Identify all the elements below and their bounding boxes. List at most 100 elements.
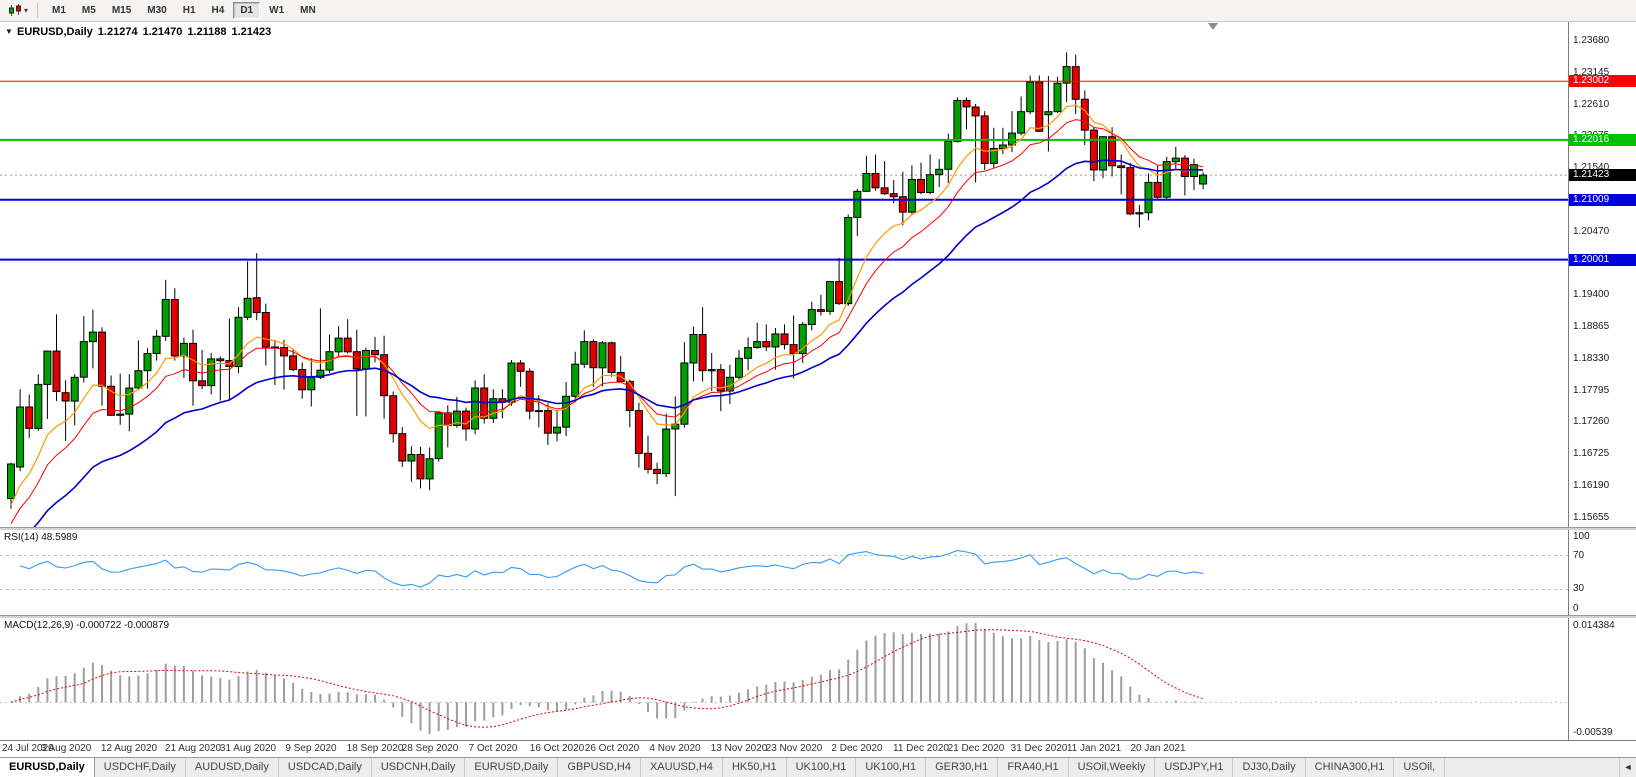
candle — [243, 297, 252, 318]
macd-plot[interactable] — [0, 618, 1568, 740]
chevron-down-icon: ▾ — [24, 6, 29, 15]
candle — [143, 353, 152, 372]
timeframe-button-m5[interactable]: M5 — [81, 5, 96, 16]
date-label: 23 Nov 2020 — [765, 743, 823, 754]
chart-tab[interactable]: GER30,H1 — [926, 758, 999, 777]
candle — [998, 144, 1007, 150]
chart-tab[interactable]: USDCAD,Daily — [279, 758, 372, 777]
timeframe-button-w1[interactable]: W1 — [269, 5, 285, 16]
candle — [452, 410, 461, 426]
candle — [735, 357, 743, 378]
timeframe-button-m1[interactable]: M1 — [52, 5, 66, 16]
candle — [525, 370, 534, 412]
tab-scroll-left-button[interactable]: ◄ — [1619, 758, 1636, 777]
rsi-panel: RSI(14) 48.5989 100 70 30 0 — [0, 530, 1636, 615]
candle — [25, 406, 34, 429]
candle — [553, 426, 561, 434]
price-axis[interactable]: 1.236801.231451.226101.220751.215401.210… — [1568, 22, 1636, 527]
price-tick: 1.19400 — [1573, 289, 1610, 300]
chart-tab[interactable]: USOil, — [1394, 758, 1446, 777]
candle — [16, 406, 25, 468]
candle — [971, 106, 980, 117]
chart-tab[interactable]: USDJPY,H1 — [1155, 758, 1234, 777]
timeframe-button-d1[interactable]: D1 — [233, 2, 261, 19]
chart-tab[interactable]: USDCNH,Daily — [372, 758, 466, 777]
price-chart-plot[interactable] — [0, 22, 1568, 527]
chart-tab[interactable]: CHINA300,H1 — [1306, 758, 1395, 777]
candle — [407, 454, 416, 462]
candle — [562, 395, 571, 428]
macd-axis[interactable]: 0.014384 -0.00539 — [1568, 618, 1636, 740]
ma-line-fast — [10, 104, 1204, 506]
candle — [771, 333, 780, 348]
chart-tab[interactable]: XAUUSD,H4 — [641, 758, 723, 777]
candle — [607, 342, 616, 373]
candle — [98, 331, 106, 387]
candle — [1180, 157, 1189, 178]
chart-tab[interactable]: EURUSD,Daily — [465, 758, 559, 777]
candle — [216, 358, 225, 362]
one-click-trading-toggle[interactable]: ▼ — [5, 27, 13, 36]
candle — [953, 99, 962, 142]
date-label: 11 Dec 2020 — [893, 743, 949, 754]
candle — [989, 148, 998, 164]
candle — [543, 410, 552, 434]
price-tick: 1.23680 — [1573, 35, 1610, 46]
rsi-plot[interactable] — [0, 530, 1568, 615]
candle — [698, 334, 707, 372]
chart-shift-marker[interactable] — [1208, 23, 1218, 30]
candle — [862, 173, 871, 192]
timeframe-button-h4[interactable]: H4 — [211, 5, 225, 16]
chart-tab[interactable]: HK50,H1 — [723, 758, 787, 777]
price-tag-support-lower: 1.20001 — [1569, 254, 1636, 266]
rsi-axis-label: 30 — [1573, 583, 1585, 594]
candle — [34, 383, 43, 429]
price-tag-resistance-lower: 1.22016 — [1569, 134, 1636, 146]
rsi-axis-label: 100 — [1573, 531, 1590, 542]
candle — [1162, 161, 1171, 198]
chart-tab[interactable]: FRA40,H1 — [998, 758, 1069, 777]
timeframe-button-m15[interactable]: M15 — [111, 5, 132, 16]
time-axis[interactable]: 24 Jul 2020 3 Aug 2020 12 Aug 2020 21 Aug 2… — [0, 740, 1636, 757]
date-label: 11 Jan 2021 — [1066, 743, 1122, 754]
timeframe-button-mn[interactable]: MN — [300, 5, 316, 16]
chart-tab[interactable]: GBPUSD,H4 — [558, 758, 641, 777]
date-label: 31 Dec 2020 — [1010, 743, 1068, 754]
chart-tab[interactable]: AUDUSD,Daily — [186, 758, 279, 777]
candle — [762, 341, 771, 348]
candle — [261, 312, 270, 348]
timeframe-button-m30[interactable]: M30 — [147, 5, 167, 16]
panel-resize-separator[interactable] — [0, 527, 1636, 530]
chart-tab[interactable]: USDCHF,Daily — [95, 758, 186, 777]
candle — [1071, 66, 1080, 100]
candle — [707, 369, 716, 372]
chart-type-button[interactable]: ▾ — [5, 3, 31, 18]
chart-tab[interactable]: EURUSD,Daily — [0, 758, 95, 777]
candle — [634, 410, 643, 454]
candle — [507, 362, 516, 403]
timeframe-button-h1[interactable]: H1 — [182, 5, 196, 16]
candle — [835, 281, 844, 305]
panel-resize-separator[interactable] — [0, 615, 1636, 618]
ma-line-mid — [10, 119, 1204, 525]
candle — [443, 412, 452, 426]
candle — [361, 350, 370, 370]
price-chart-canvas[interactable] — [0, 22, 1568, 527]
candle — [1017, 111, 1026, 134]
price-tick: 1.17795 — [1573, 385, 1610, 396]
chart-tab[interactable]: UK100,H1 — [856, 758, 927, 777]
candle — [1153, 181, 1162, 198]
timeframe-button-group: M1 M5 M15 M30 H1 H4 D1 W1 MN — [44, 2, 324, 19]
date-label: 21 Dec 2020 — [947, 743, 1005, 754]
chart-title: EURUSD,Daily 1.21274 1.21470 1.21188 1.21423 — [17, 26, 276, 38]
price-tick: 1.18865 — [1573, 321, 1610, 332]
chart-title-low: 1.21188 — [187, 26, 227, 38]
chart-tab[interactable]: DJ30,Daily — [1233, 758, 1306, 777]
candle — [107, 385, 116, 416]
candle — [1117, 165, 1126, 169]
chart-tab[interactable]: UK100,H1 — [787, 758, 857, 777]
candle — [343, 337, 352, 353]
rsi-axis[interactable]: 100 70 30 0 — [1568, 530, 1636, 615]
candle — [316, 369, 325, 378]
chart-tab[interactable]: USOil,Weekly — [1069, 758, 1156, 777]
